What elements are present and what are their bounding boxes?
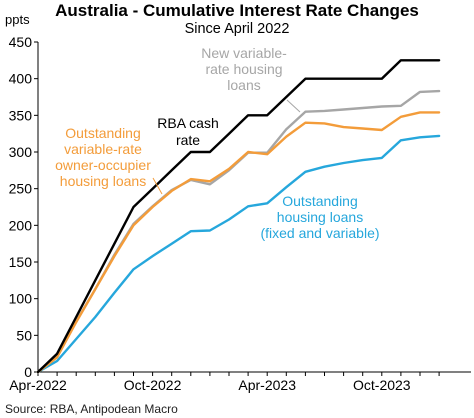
y-tick-label: 350 xyxy=(9,107,33,123)
series-line-3 xyxy=(36,134,441,374)
y-tick-label: 50 xyxy=(16,327,32,343)
source-note: Source: RBA, Antipodean Macro xyxy=(5,402,178,416)
series-lines xyxy=(36,59,441,374)
x-tick-label: Apr-2023 xyxy=(238,377,296,393)
series-labels: RBA cash rate New variable-rate housing loa… xyxy=(55,45,379,241)
chart-subtitle: Since April 2022 xyxy=(184,21,290,37)
series-label-0: RBA cash rate xyxy=(157,115,218,148)
y-tick-label: 450 xyxy=(9,34,33,50)
y-tick-label: 100 xyxy=(9,291,33,307)
chart-title: Australia - Cumulative Interest Rate Cha… xyxy=(55,1,419,20)
series-line-0 xyxy=(36,59,441,374)
series-label-3: Outstanding housing loans (fixed and varia… xyxy=(260,193,379,241)
y-tick-label: 400 xyxy=(9,71,33,87)
x-tick-label: Oct-2022 xyxy=(124,377,182,393)
y-tick-label: 250 xyxy=(9,181,33,197)
y-tick-label: 0 xyxy=(24,364,32,380)
axes: ppts 0 50 100 150 200 250 300 350 400 450 Apr-2022 O… xyxy=(5,12,471,393)
series-label-1: New variable-rate housing loans xyxy=(201,45,287,93)
y-tick-label: 200 xyxy=(9,217,33,233)
series-label-2: Outstanding variable-rate owner-occupier ho… xyxy=(55,125,151,189)
x-tick-label: Oct-2023 xyxy=(353,377,411,393)
y-tick-label: 150 xyxy=(9,254,33,270)
leader-line-outstanding-variable xyxy=(152,177,163,195)
y-tick-label: 300 xyxy=(9,144,33,160)
leader-line-new-variable xyxy=(286,99,301,113)
x-tick-label: Apr-2022 xyxy=(9,377,67,393)
y-axis-label: ppts xyxy=(5,12,30,27)
series-line-2 xyxy=(36,111,441,374)
